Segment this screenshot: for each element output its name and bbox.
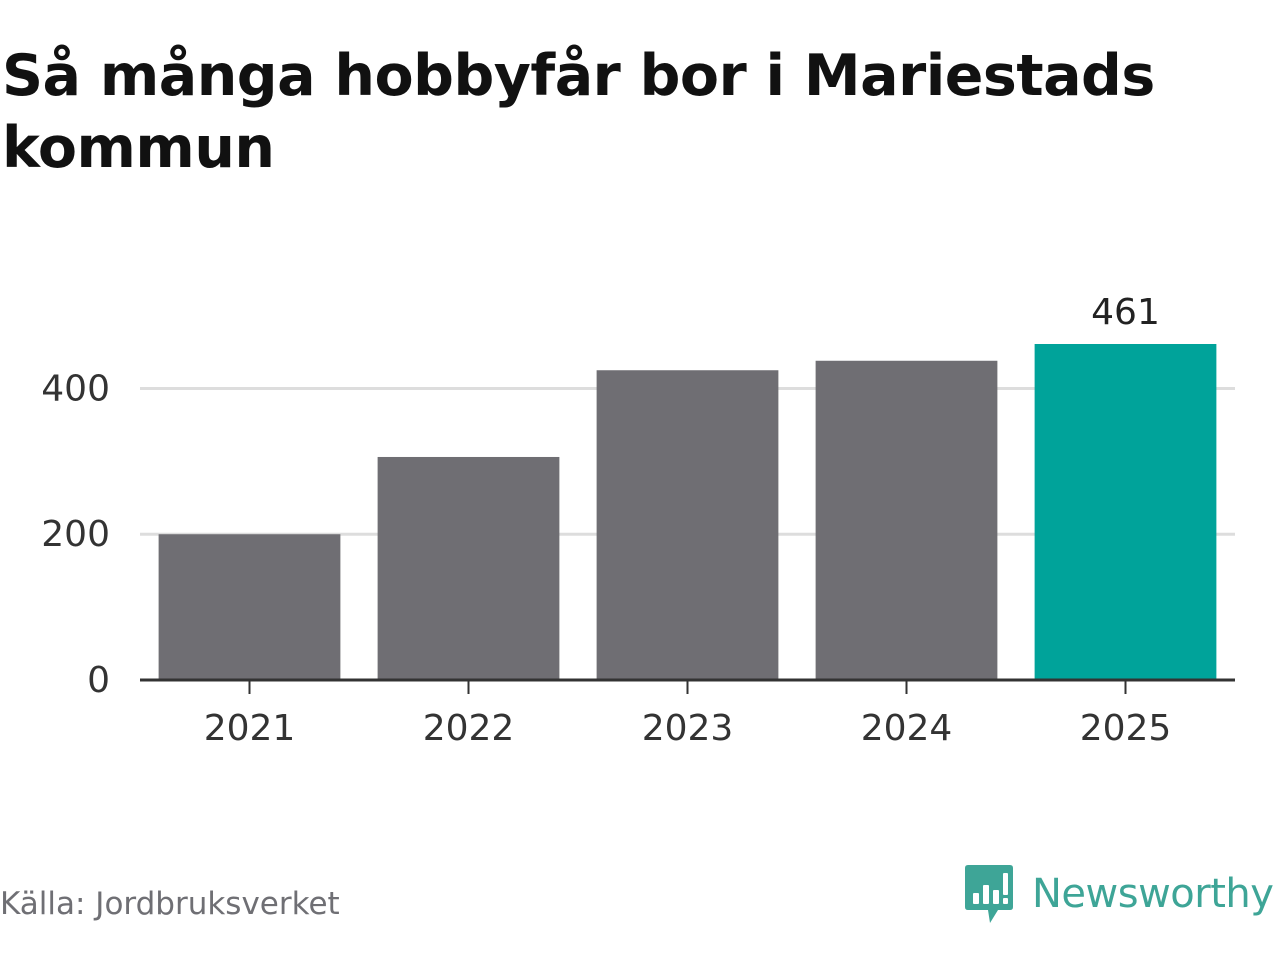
bars <box>158 344 1217 680</box>
x-tick-label: 2023 <box>642 708 734 749</box>
bar-2024 <box>815 360 998 680</box>
axes <box>140 678 1235 694</box>
brand-name: Newsworthy <box>1032 871 1274 917</box>
x-tick-label: 2022 <box>423 708 515 749</box>
bar-2023 <box>596 370 779 680</box>
y-tick-label: 400 <box>41 368 110 409</box>
y-tick-label: 200 <box>41 514 110 555</box>
x-tick-label: 2025 <box>1080 708 1172 749</box>
y-tick-label: 0 <box>87 660 110 701</box>
x-tick-label: 2021 <box>204 708 296 749</box>
x-tick-label: 2024 <box>861 708 953 749</box>
data-label: 461 <box>1091 292 1160 333</box>
brand-logo: Newsworthy <box>964 862 1274 926</box>
newsworthy-logo-icon <box>965 865 1013 923</box>
bar-2022 <box>377 456 560 680</box>
bar-2025 <box>1034 344 1217 680</box>
labels: 0 200 400 2021 2022 2023 2024 2025 461 <box>41 292 1171 749</box>
bar-2021 <box>158 534 341 680</box>
chart-title: Så många hobbyfår bor i Mariestads kommu… <box>2 43 1155 181</box>
source-note: Källa: Jordbruksverket <box>0 886 340 922</box>
